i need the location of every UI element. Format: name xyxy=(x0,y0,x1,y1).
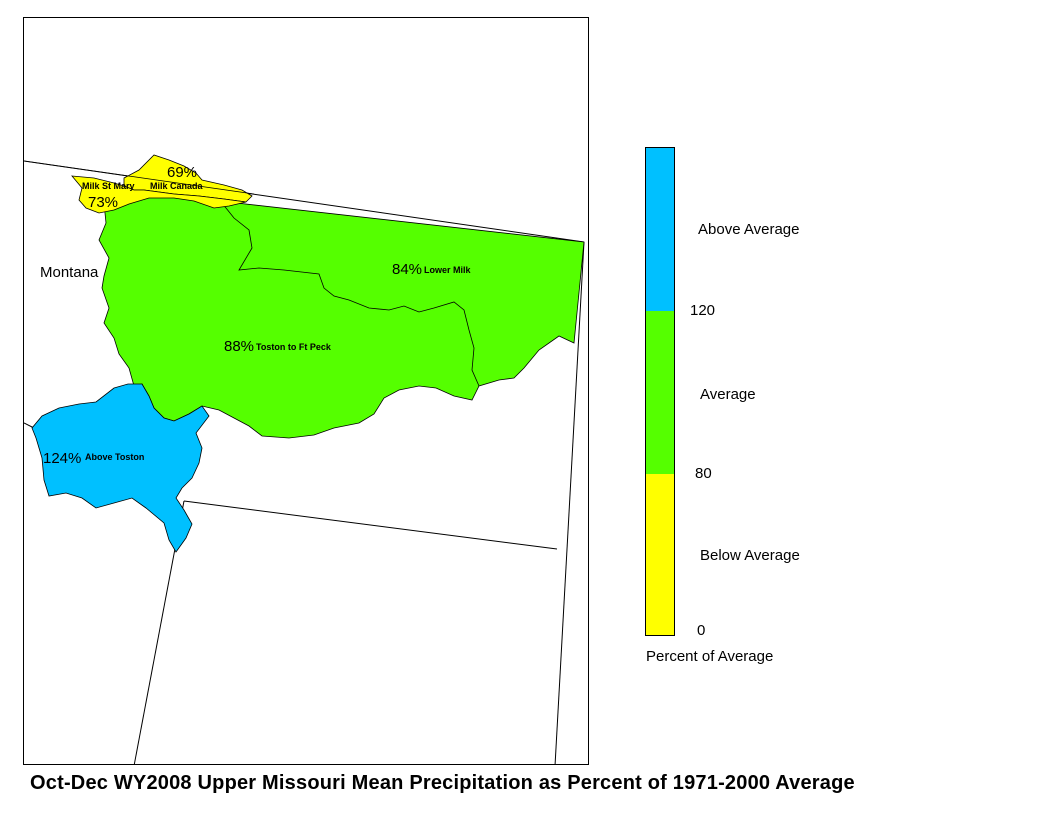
legend-swatch-below xyxy=(646,474,674,635)
name-milk-st-mary: Milk St Mary xyxy=(82,181,135,191)
legend-tick-80: 80 xyxy=(695,465,712,482)
pct-toston-to-ft-peck: 88% xyxy=(224,338,255,355)
legend-color-bar xyxy=(645,147,675,636)
legend-swatch-average xyxy=(646,311,674,474)
legend-tick-120: 120 xyxy=(690,302,716,319)
name-milk-canada: Milk Canada xyxy=(150,181,203,191)
map-title: Oct-Dec WY2008 Upper Missouri Mean Preci… xyxy=(30,772,855,794)
basin-map xyxy=(24,154,585,764)
pct-milk-canada: 69% xyxy=(167,164,198,181)
basin-above-toston[interactable] xyxy=(31,383,210,553)
pct-lower-milk: 84% xyxy=(392,261,423,278)
basin-divide-line xyxy=(218,200,480,387)
pct-above-toston: 124% xyxy=(43,450,82,467)
name-lower-milk: Lower Milk xyxy=(424,265,471,275)
basin-toston-to-ft-peck[interactable] xyxy=(98,189,585,439)
legend-label-below: Below Average xyxy=(700,547,800,564)
pct-milk-st-mary: 73% xyxy=(88,194,119,211)
wyoming-north-border xyxy=(183,500,558,550)
state-label-montana: Montana xyxy=(40,264,99,281)
basin-milk-st-mary[interactable] xyxy=(71,175,247,214)
name-toston-to-ft-peck: Toston to Ft Peck xyxy=(256,342,331,352)
legend-tick-0: 0 xyxy=(697,622,706,639)
legend-caption: Percent of Average xyxy=(646,648,774,665)
map-frame: Montana 69% Milk St Mary Milk Canada 73%… xyxy=(23,17,589,765)
border-over-milk xyxy=(24,160,255,195)
montana-east-border xyxy=(554,241,585,764)
legend-label-average: Average xyxy=(700,386,756,403)
legend-swatch-above xyxy=(646,148,674,311)
legend-label-above: Above Average xyxy=(698,221,800,238)
name-above-toston: Above Toston xyxy=(85,452,145,462)
